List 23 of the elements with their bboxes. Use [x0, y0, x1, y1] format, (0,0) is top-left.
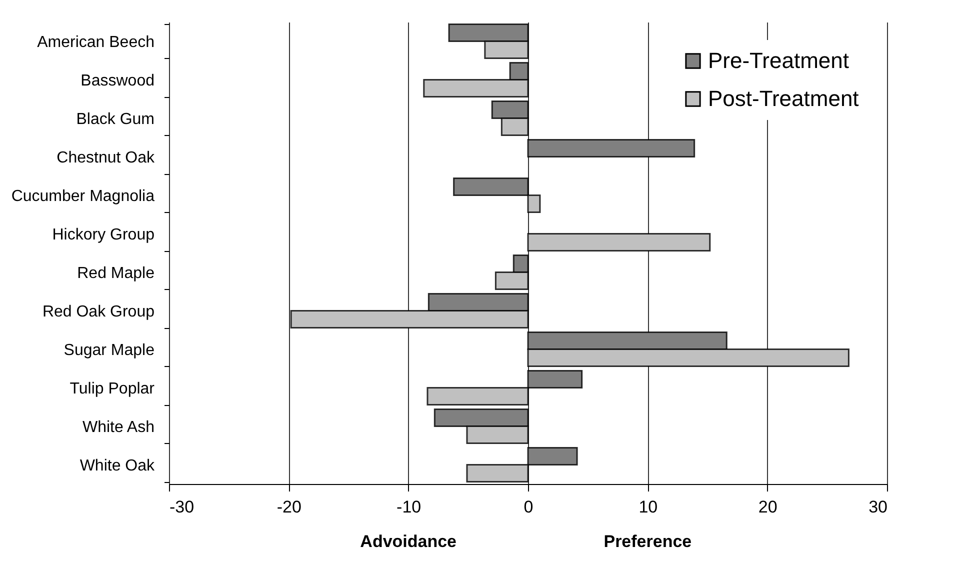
x-tick-label: -10	[396, 498, 422, 516]
y-tick-label: Chestnut Oak	[56, 149, 156, 166]
y-tick-label: Red Oak Group	[42, 303, 155, 320]
x-tick-label: 20	[758, 498, 778, 516]
text: Advoidance	[360, 532, 457, 551]
legend-label: Pre-Treatment	[708, 48, 850, 73]
x-tick-label: -30	[170, 498, 194, 516]
y-tick-label: Sugar Maple	[64, 342, 155, 359]
y-tick-label: White Oak	[80, 457, 156, 474]
y-tick-label: Cucumber Magnolia	[11, 188, 155, 205]
y-tick-label: American Beech	[37, 34, 154, 51]
x-tick-label: 10	[638, 498, 658, 516]
y-tick-label: Black Gum	[76, 110, 154, 128]
legend-label: Post-Treatment	[708, 86, 859, 111]
text: Preference	[604, 532, 692, 551]
y-tick-label: Red Maple	[77, 264, 155, 282]
y-tick-label: Tulip Poplar	[70, 380, 156, 398]
x-tick-label: -20	[276, 498, 302, 516]
x-tick-label: 0	[524, 498, 534, 516]
x-tick-label: 30	[868, 498, 888, 516]
y-tick-label: Basswood	[80, 72, 154, 90]
y-tick-label: Hickory Group	[52, 226, 155, 244]
y-tick-label: White Ash	[82, 418, 154, 436]
